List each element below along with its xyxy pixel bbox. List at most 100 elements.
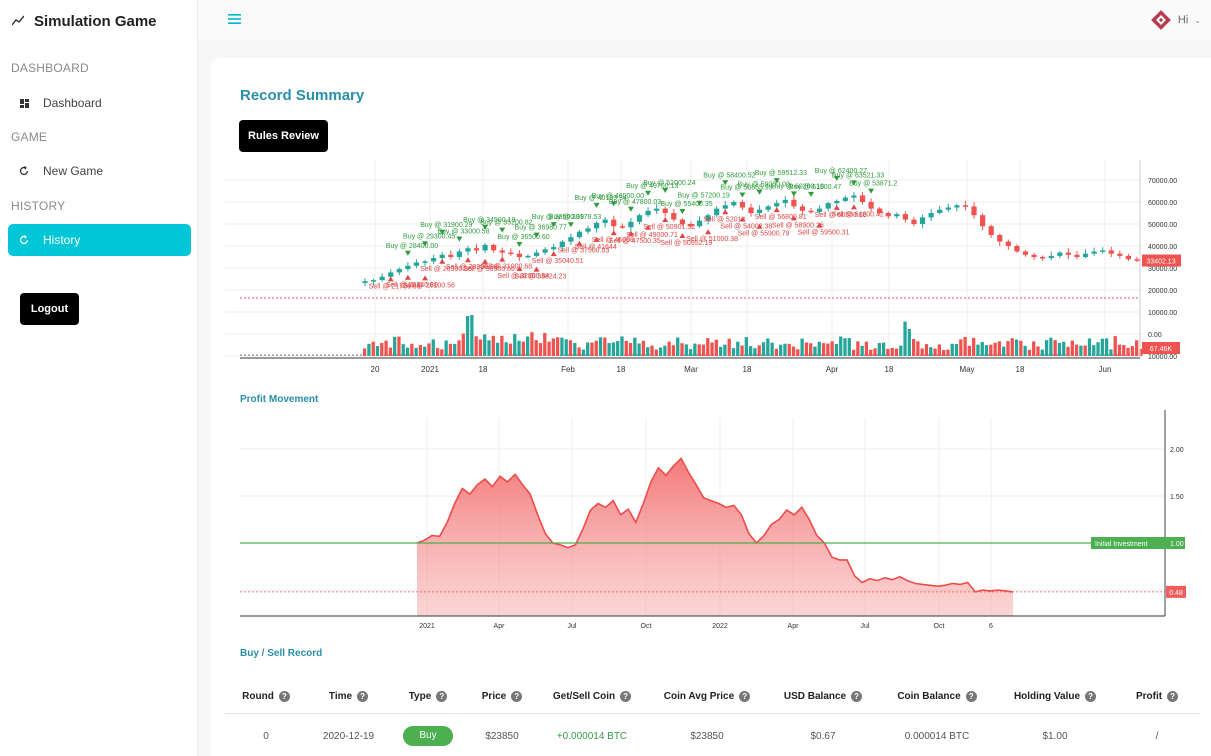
volume-bar — [989, 344, 993, 356]
candle-body — [919, 217, 926, 224]
candle-body — [945, 207, 951, 210]
question-icon[interactable]: ? — [278, 691, 290, 702]
volume-bar — [749, 346, 753, 356]
volume-bar — [534, 340, 538, 356]
question-icon[interactable]: ? — [739, 691, 751, 702]
x-tick-label: 2021 — [421, 365, 439, 374]
hamburger-menu-icon[interactable] — [228, 13, 242, 25]
candle-body — [602, 219, 608, 223]
sidebar-item-history[interactable]: History — [8, 224, 191, 256]
candle-body — [868, 202, 874, 209]
sell-marker-label: Sell @ 56800.81 — [755, 214, 807, 221]
volume-bar — [744, 337, 748, 356]
volume-bar — [946, 349, 950, 356]
sidebar-item-dashboard[interactable]: Dashboard — [8, 87, 191, 119]
volume-badge — [1142, 342, 1180, 354]
volume-bar — [397, 336, 401, 356]
x-tick-label: 2022 — [712, 623, 728, 630]
question-icon[interactable]: ? — [357, 691, 369, 702]
volume-bar — [393, 336, 397, 356]
cell-coin: +0.000014 BTC — [556, 730, 628, 742]
chevron-down-icon: ⌄ — [1194, 15, 1201, 25]
buy-marker-label: Buy @ 59512.33 — [755, 170, 807, 177]
sell-arrow — [464, 257, 471, 263]
volume-bar — [1006, 341, 1010, 356]
volume-bar — [637, 343, 641, 356]
volume-bar — [577, 347, 581, 356]
sidebar-item-new-game[interactable]: New Game — [8, 155, 191, 187]
buy-marker-label: Buy @ 33000.58 — [437, 229, 489, 236]
buy-arrow — [550, 222, 557, 228]
section-game: GAME — [11, 130, 48, 144]
price-tick-label: 40000.00 — [1148, 244, 1177, 251]
volume-bar — [508, 343, 513, 356]
candle-body — [842, 197, 848, 201]
volume-bar — [723, 344, 727, 356]
volume-bar — [474, 336, 478, 356]
volume-bar — [1019, 340, 1023, 356]
column-header-label: Coin Balance — [897, 691, 961, 702]
dashboard-icon — [19, 98, 29, 108]
candle-body — [748, 207, 754, 213]
brand[interactable]: Simulation Game — [12, 10, 157, 32]
sidebar-item-label: Dashboard — [43, 96, 102, 110]
candle-body — [679, 219, 685, 224]
volume-bar — [517, 340, 521, 356]
volume-bar — [1057, 342, 1062, 356]
buy-arrow — [533, 232, 540, 238]
volume-bar — [491, 335, 495, 356]
volume-bar — [598, 337, 603, 356]
buy-arrow — [610, 201, 617, 207]
question-icon[interactable]: ? — [1085, 691, 1097, 702]
x-tick-label: Oct — [641, 623, 652, 630]
buy-marker-label: Buy @ 63521.33 — [832, 172, 884, 179]
volume-bar — [856, 341, 860, 356]
volume-bar — [607, 343, 611, 356]
volume-bar — [603, 337, 607, 356]
volume-bar — [1109, 349, 1113, 356]
candle-body — [817, 208, 823, 212]
sell-marker-label: Sell @ 21700.66 — [369, 283, 421, 290]
candle-body — [559, 241, 565, 248]
y-tick-label: 2.00 — [1170, 447, 1184, 454]
volume-bar — [881, 342, 886, 356]
sell-arrow — [576, 240, 583, 246]
volume-bar — [418, 345, 423, 356]
question-icon[interactable]: ? — [436, 691, 448, 702]
candle-body — [825, 203, 831, 209]
table-row[interactable]: 0 2020-12-19 Buy $23850 +0.000014 BTC $2… — [225, 714, 1200, 756]
question-icon[interactable]: ? — [965, 691, 977, 702]
question-icon[interactable]: ? — [1167, 691, 1179, 702]
initial-investment-label: Initial Investment — [1095, 541, 1148, 548]
sell-arrow — [550, 251, 557, 257]
question-icon[interactable]: ? — [511, 691, 523, 702]
candle-body — [379, 276, 385, 281]
buy-badge[interactable]: Buy — [403, 726, 453, 746]
candle-body — [937, 209, 943, 213]
user-menu[interactable]: Hi ⌄ — [1150, 9, 1201, 31]
candle-body — [405, 265, 411, 270]
volume-bar — [984, 345, 989, 356]
question-icon[interactable]: ? — [851, 691, 863, 702]
buy-marker-label: Buy @ 34500.19 — [463, 217, 515, 224]
cell-round: 0 — [263, 730, 269, 742]
sell-arrow — [645, 224, 652, 230]
question-icon[interactable]: ? — [620, 691, 632, 702]
volume-bar — [894, 348, 899, 356]
logout-button[interactable]: Logout — [20, 293, 79, 325]
volume-bar — [624, 340, 628, 356]
column-header: Time? — [307, 691, 390, 702]
column-header: Type? — [390, 691, 466, 702]
buy-arrow — [833, 175, 840, 181]
candle-body — [499, 250, 505, 253]
sell-arrow — [482, 258, 489, 264]
candle-body — [928, 213, 934, 218]
x-tick-label: Apr — [494, 623, 506, 630]
candle-body — [628, 221, 634, 228]
buy-marker-label: Buy @ 60200.18 — [772, 183, 824, 190]
rules-review-button[interactable]: Rules Review — [239, 120, 328, 152]
buy-arrow — [696, 200, 703, 206]
buy-marker-label: Buy @ 36500.60 — [497, 234, 549, 241]
x-tick-label: Mar — [684, 365, 698, 374]
